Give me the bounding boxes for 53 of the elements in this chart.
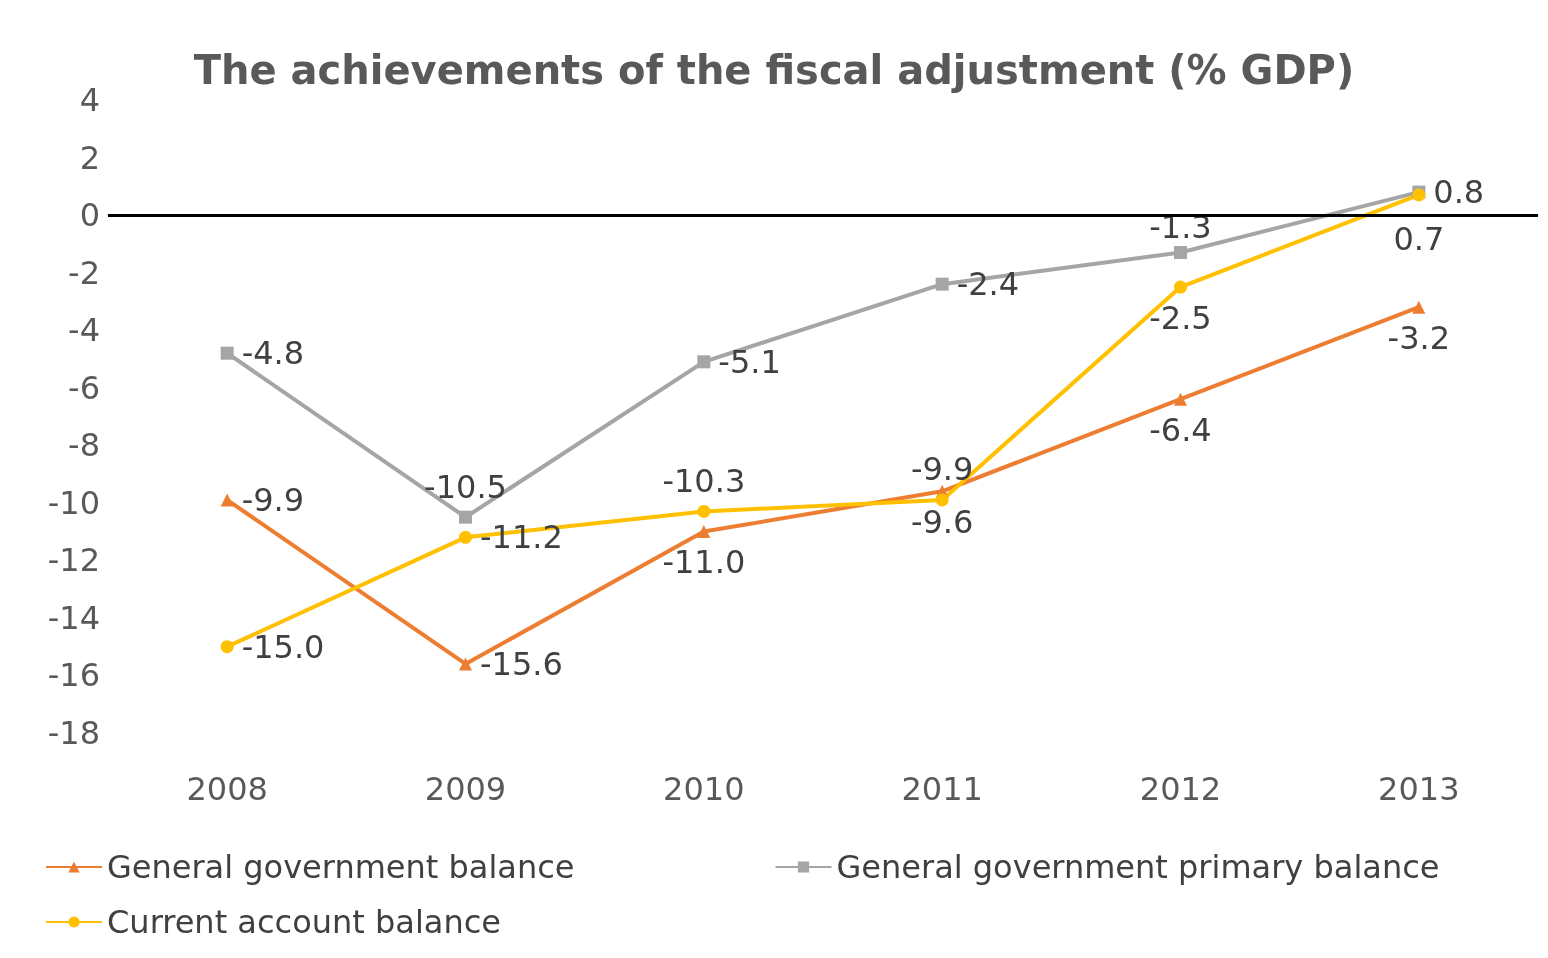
x-tick-label: 2013 (1378, 770, 1460, 808)
point (1412, 300, 1426, 314)
y-tick-label: -12 (47, 541, 100, 580)
y-tick-label: -10 (47, 483, 100, 522)
data-label: -3.2 (1387, 318, 1451, 357)
data-label: 0.8 (1433, 173, 1485, 212)
y-tick-label: 0 (79, 196, 100, 235)
data-label: -11.0 (662, 543, 746, 582)
point (1174, 392, 1187, 406)
y-tick-label: -6 (68, 368, 100, 407)
point (697, 525, 711, 539)
x-tick-label: 2012 (1139, 770, 1222, 808)
y-tick-label: -4 (68, 311, 100, 350)
point (697, 355, 711, 369)
point (220, 346, 234, 360)
legend-label: General government primary balance (836, 848, 1440, 886)
data-label: -10.5 (424, 467, 507, 506)
point (459, 530, 472, 544)
point (697, 504, 711, 518)
y-tick-label: -8 (68, 426, 100, 465)
legend-label: General government balance (107, 848, 575, 886)
data-label: -4.8 (241, 334, 305, 373)
point (459, 510, 472, 524)
data-label: -15.6 (480, 644, 563, 683)
y-tick-label: -18 (47, 714, 100, 752)
data-label: -15.0 (241, 627, 325, 666)
point (1174, 246, 1187, 259)
legend-label: Current account balance (107, 903, 501, 941)
data-label: -9.9 (910, 450, 974, 489)
x-tick-label: 2009 (424, 770, 507, 808)
data-label: -5.1 (718, 342, 781, 381)
x-tick-label: 2010 (663, 770, 745, 808)
point (220, 640, 234, 654)
x-tick-label: 2011 (901, 770, 983, 808)
y-tick-label: 2 (79, 138, 100, 177)
x-tick-label: 2008 (186, 770, 268, 808)
point (220, 493, 234, 507)
data-label: -10.3 (662, 461, 746, 500)
data-label: -6.4 (1149, 410, 1212, 449)
data-label: 0.7 (1393, 220, 1445, 259)
y-tick-label: -2 (68, 253, 100, 292)
data-label: -9.6 (910, 502, 974, 541)
point (935, 277, 949, 291)
data-label: -2.4 (956, 265, 1020, 304)
point (1174, 280, 1187, 294)
point (935, 493, 949, 507)
y-tick-label: -14 (47, 598, 100, 637)
point (459, 657, 472, 671)
y-tick-label: -16 (47, 656, 100, 695)
chart-title: The achievements of the fiscal adjustment (% GDP) (193, 47, 1355, 93)
y-tick-label: 4 (79, 81, 100, 119)
data-label: -2.5 (1149, 298, 1212, 337)
data-label: -9.9 (241, 480, 305, 519)
